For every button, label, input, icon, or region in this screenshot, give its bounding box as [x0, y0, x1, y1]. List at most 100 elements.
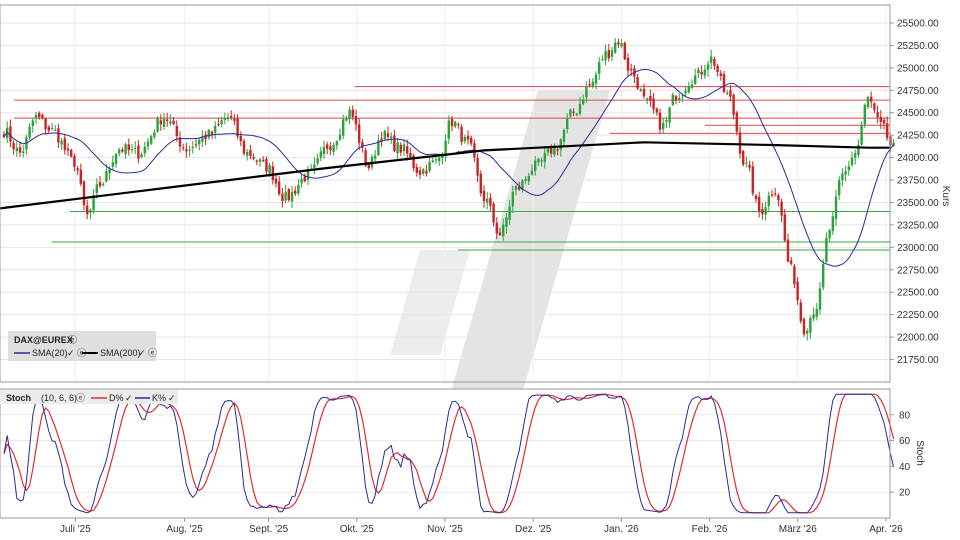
candle-body	[422, 169, 425, 174]
candle-body	[703, 69, 706, 76]
candle-body	[636, 77, 639, 89]
candle-body	[681, 95, 684, 97]
candle-body	[578, 103, 582, 114]
candle-body	[172, 120, 175, 125]
candle-body	[166, 119, 169, 121]
candle-body	[559, 139, 562, 150]
candle-body	[818, 288, 822, 310]
candle-body	[300, 178, 303, 184]
candle-body	[246, 152, 249, 156]
candle-body	[290, 191, 294, 202]
candle-body	[498, 232, 502, 236]
y-tick-label: 24750.00	[897, 86, 939, 97]
candle-body	[825, 238, 828, 262]
candle-body	[502, 224, 505, 237]
x-tick-label: Apr. '26	[869, 524, 903, 535]
candle-body	[338, 134, 342, 140]
candle-body	[566, 118, 569, 129]
candle-body	[540, 160, 543, 162]
y-tick-label: 22250.00	[897, 310, 939, 321]
candle-body	[556, 149, 559, 151]
y-tick-label: 24500.00	[897, 108, 939, 119]
candle-body	[700, 71, 703, 75]
candle-body	[713, 59, 716, 66]
candle-body	[710, 56, 713, 63]
candle-body	[697, 69, 700, 74]
candle-body	[678, 98, 681, 100]
candle-body	[834, 196, 838, 220]
candle-body	[668, 107, 671, 123]
candle-body	[662, 122, 665, 130]
checkmark-icon: ✓ ⓔ	[67, 348, 86, 358]
candle-body	[607, 49, 610, 59]
candle-body	[386, 133, 390, 137]
candle-body	[399, 144, 402, 153]
candle-body	[774, 193, 777, 195]
candle-body	[569, 109, 572, 117]
candle-body	[614, 42, 617, 53]
candle-body	[223, 118, 226, 120]
candle-body	[831, 216, 834, 231]
x-tick-label: Dez. '25	[515, 524, 552, 535]
candle-body	[815, 309, 818, 317]
candle-body	[374, 155, 377, 159]
candle-body	[175, 125, 178, 137]
candle-body	[358, 124, 361, 143]
candle-body	[690, 84, 694, 88]
candle-body	[482, 190, 486, 202]
candle-body	[844, 171, 847, 175]
candle-body	[588, 84, 591, 86]
x-tick-label: Sept. '25	[249, 524, 289, 535]
candle-body	[76, 168, 79, 171]
candle-body	[262, 159, 265, 161]
y-tick-label: 23750.00	[897, 176, 939, 187]
candle-body	[460, 126, 463, 143]
candle-body	[146, 141, 150, 147]
candle-body	[783, 214, 786, 241]
legend-d: D%	[109, 393, 124, 403]
candle-body	[809, 318, 812, 333]
candle-body	[873, 103, 876, 110]
candle-body	[777, 194, 780, 201]
candle-body	[479, 173, 482, 194]
x-tick-label: Jan. '26	[604, 524, 639, 535]
candle-body	[550, 146, 553, 154]
candle-body	[98, 182, 102, 187]
candle-body	[674, 96, 678, 101]
candle-body	[130, 149, 134, 151]
price-panel-border	[0, 4, 891, 383]
candle-body	[745, 162, 748, 164]
x-tick-label: Aug. '25	[166, 524, 203, 535]
checkmark-icon: ✓	[125, 393, 133, 403]
y-tick-label: 24000.00	[897, 153, 939, 164]
y-tick-label: 25000.00	[897, 63, 939, 74]
stoch-axis-title: Stoch	[914, 440, 925, 466]
candle-body	[217, 123, 220, 125]
candle-body	[626, 57, 630, 71]
candle-body	[249, 149, 252, 156]
candle-body	[143, 146, 146, 154]
candle-body	[47, 127, 50, 131]
candle-body	[617, 42, 620, 45]
candle-body	[178, 137, 182, 147]
legend-sma200: SMA(200)	[100, 348, 141, 358]
candle-body	[383, 130, 386, 139]
x-tick-label: Nov. '25	[427, 524, 463, 535]
candle-body	[828, 230, 831, 238]
stoch-grid	[0, 414, 890, 493]
candle-body	[553, 146, 556, 155]
candle-body	[658, 112, 662, 130]
x-tick-label: Feb. '26	[692, 524, 728, 535]
candle-body	[892, 142, 895, 146]
candle-body	[92, 195, 95, 211]
candle-body	[22, 151, 25, 154]
candle-body	[687, 86, 690, 93]
candle-body	[284, 191, 287, 201]
candle-body	[82, 181, 86, 206]
candle-body	[342, 119, 345, 136]
candle-body	[297, 184, 300, 194]
candle-body	[294, 190, 297, 194]
candle-body	[793, 266, 796, 285]
y-tick-label: 23250.00	[897, 220, 939, 231]
stoch-params: (10, 6, 6)	[41, 393, 77, 403]
